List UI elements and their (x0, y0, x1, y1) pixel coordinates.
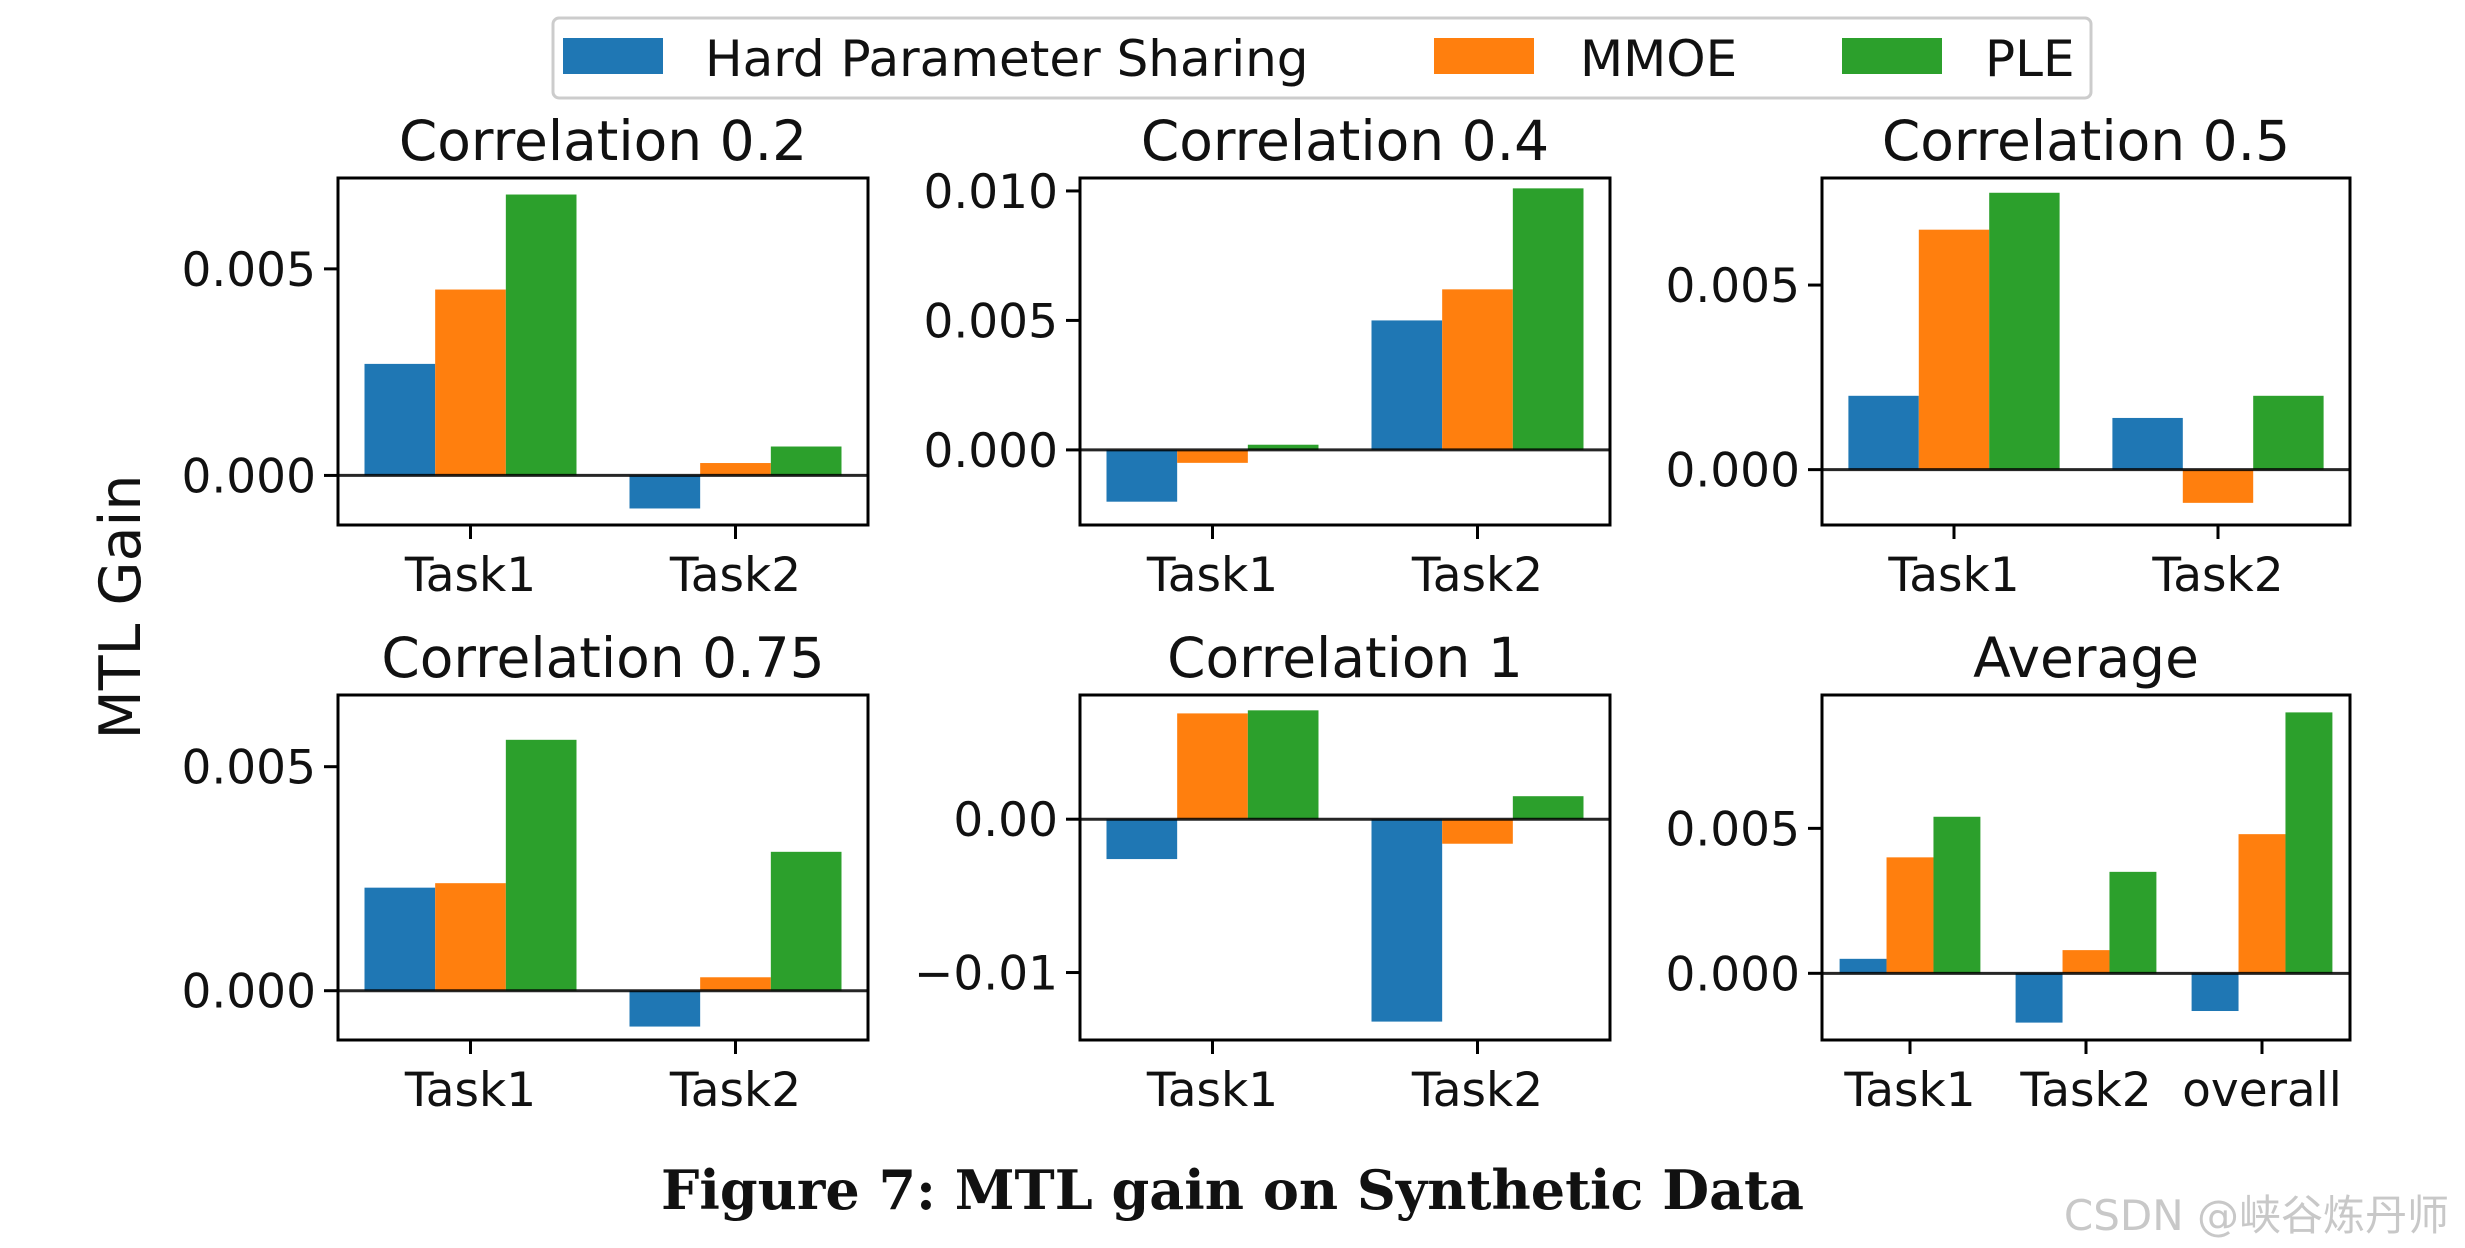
panel-title-0: Correlation 0.2 (399, 109, 807, 173)
bar-5-1-1 (2062, 950, 2110, 974)
panel-title-4: Correlation 1 (1167, 626, 1523, 690)
bar-4-0-0 (1106, 819, 1178, 860)
x-tick-label-4-0: Task1 (1146, 1063, 1278, 1118)
x-tick-label-0-0: Task1 (404, 548, 536, 603)
panel-title-1: Correlation 0.4 (1141, 109, 1549, 173)
bar-5-0-2 (2191, 973, 2239, 1012)
legend-swatch-1 (1434, 38, 1534, 74)
panel-title-3: Correlation 0.75 (381, 626, 824, 690)
bar-1-1-1 (1442, 289, 1513, 450)
y-tick-label-4-0: 0.00 (953, 793, 1058, 848)
figure-caption: Figure 7: MTL gain on Synthetic Data (661, 1158, 1804, 1222)
y-tick-label-1-2: 0.010 (923, 165, 1058, 220)
bar-2-2-1 (2253, 395, 2324, 470)
bar-4-2-0 (1247, 710, 1319, 820)
legend-label-0: Hard Parameter Sharing (705, 30, 1309, 88)
panel-3: Correlation 0.75 0.000 0.005 Task1 Task2 (181, 626, 870, 1118)
y-tick-label-0-0: 0.000 (181, 449, 316, 504)
y-tick-label-4-1: −0.01 (914, 947, 1058, 1002)
panel-4: Correlation 1 0.00 −0.01 Task1 Task2 (914, 626, 1612, 1118)
panel-frame-1 (1078, 176, 1612, 527)
bar-1-2-0 (1247, 444, 1319, 450)
bar-0-0-1 (629, 475, 701, 509)
panel-1: Correlation 0.4 0.000 0.005 0.010 Task1 Task2 (923, 109, 1612, 603)
panel-0: Correlation 0.2 0.000 0.005 Task1 Task2 (181, 109, 870, 603)
y-tick-label-1-1: 0.005 (923, 294, 1058, 349)
panel-2: Correlation 0.5 0.000 0.005 Task1 Task2 (1665, 109, 2352, 603)
bar-3-0-1 (629, 990, 701, 1027)
bar-5-2-1 (2109, 871, 2157, 974)
bar-3-0-0 (364, 887, 436, 991)
panel-frame-4 (1078, 693, 1612, 1042)
bar-4-2-1 (1512, 796, 1584, 820)
legend: Hard Parameter Sharing MMOE PLE (551, 16, 2093, 100)
x-tick-label-5-1: Task2 (2019, 1063, 2151, 1118)
panel-title-2: Correlation 0.5 (1882, 109, 2290, 173)
bar-2-0-1 (2112, 417, 2183, 470)
legend-swatch-0 (563, 38, 663, 74)
bar-5-2-2 (2285, 712, 2333, 974)
bar-2-0-0 (1848, 395, 1919, 470)
x-tick-label-2-0: Task1 (1887, 548, 2019, 603)
bar-0-1-0 (435, 289, 506, 476)
watermark: CSDN @峡谷炼丹师 (2063, 1191, 2449, 1240)
bar-1-0-0 (1106, 449, 1178, 502)
legend-label-2: PLE (1985, 30, 2075, 88)
bar-0-0-0 (364, 363, 436, 476)
x-tick-label-4-1: Task2 (1411, 1063, 1543, 1118)
panel-frame-0 (336, 176, 870, 527)
bar-5-1-2 (2238, 834, 2286, 974)
y-axis-label: MTL Gain (88, 475, 154, 740)
bar-0-2-1 (770, 446, 842, 476)
panel-frame-3 (336, 693, 870, 1042)
bar-5-1-0 (1886, 857, 1934, 974)
bar-1-2-1 (1512, 188, 1584, 450)
x-tick-label-3-0: Task1 (404, 1063, 536, 1118)
bar-0-1-1 (700, 463, 771, 476)
x-tick-label-3-1: Task2 (669, 1063, 801, 1118)
bar-0-2-0 (505, 194, 577, 476)
y-tick-label-2-1: 0.005 (1665, 259, 1800, 314)
bar-3-1-1 (700, 977, 771, 991)
bar-4-1-1 (1442, 819, 1513, 844)
x-tick-label-0-1: Task2 (669, 548, 801, 603)
x-tick-label-1-1: Task2 (1411, 548, 1543, 603)
bar-3-2-0 (505, 739, 577, 991)
panel-frame-2 (1820, 176, 2352, 527)
bar-2-1-1 (2182, 469, 2254, 503)
bar-1-0-1 (1371, 320, 1443, 450)
bar-5-0-1 (2015, 973, 2063, 1023)
panel-title-5: Average (1973, 626, 2199, 690)
bar-4-1-0 (1177, 713, 1248, 820)
y-tick-label-0-1: 0.005 (181, 243, 316, 298)
y-tick-label-3-0: 0.000 (181, 965, 316, 1020)
y-tick-label-1-0: 0.000 (923, 424, 1058, 479)
bar-2-2-0 (1989, 192, 2060, 470)
bar-3-2-1 (770, 851, 842, 991)
x-tick-label-2-1: Task2 (2151, 548, 2283, 603)
legend-frame (551, 16, 2093, 100)
legend-swatch-2 (1842, 38, 1942, 74)
y-tick-label-5-0: 0.000 (1665, 947, 1800, 1002)
panel-5: Average 0.000 0.005 Task1 Task2 overall (1665, 626, 2352, 1118)
bar-5-0-0 (1839, 958, 1887, 974)
x-tick-label-5-2: overall (2182, 1063, 2342, 1118)
y-tick-label-5-1: 0.005 (1665, 802, 1800, 857)
y-tick-label-3-1: 0.005 (181, 741, 316, 796)
bar-2-1-0 (1918, 229, 1990, 470)
bar-1-1-0 (1177, 449, 1248, 463)
x-tick-label-5-0: Task1 (1843, 1063, 1975, 1118)
bar-5-2-0 (1933, 816, 1981, 974)
y-tick-label-2-0: 0.000 (1665, 444, 1800, 499)
bar-3-1-0 (435, 883, 506, 991)
legend-label-1: MMOE (1580, 30, 1737, 88)
bar-4-0-1 (1371, 819, 1443, 1022)
x-tick-label-1-0: Task1 (1146, 548, 1278, 603)
